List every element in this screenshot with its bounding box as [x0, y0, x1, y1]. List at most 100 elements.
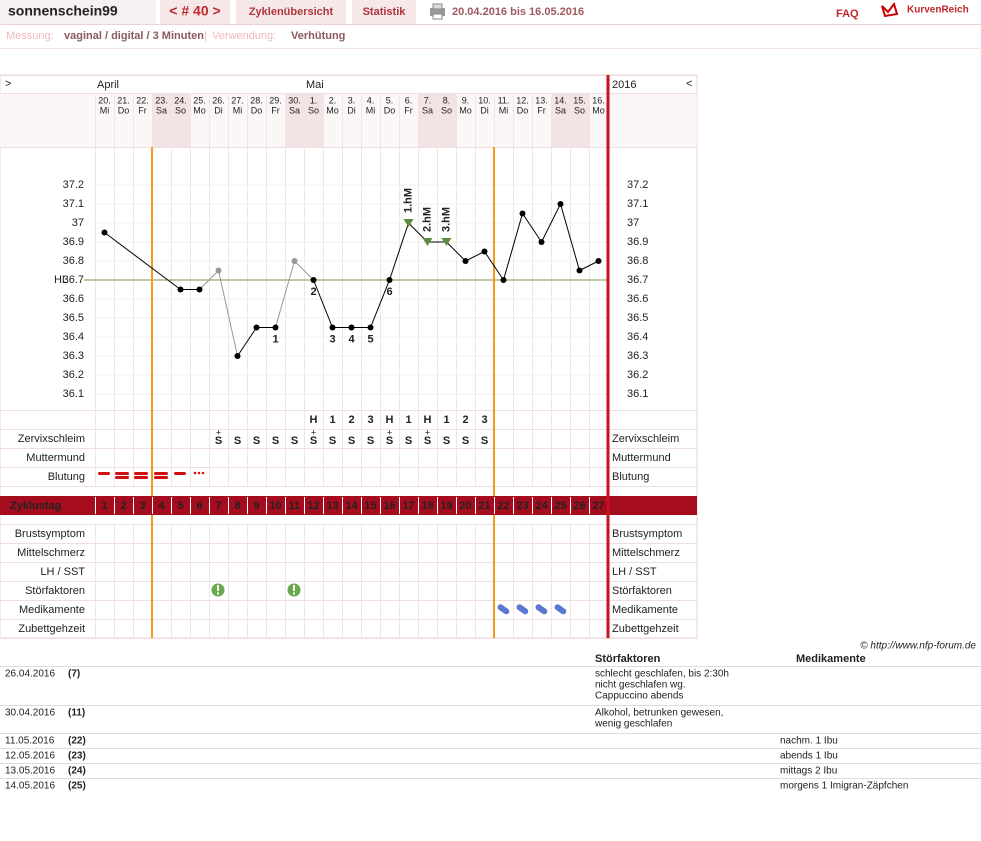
weekday-label: Fr [271, 105, 280, 115]
temp-segment [484, 251, 504, 281]
date-label: 20. [98, 95, 111, 105]
date-label: 11. [498, 95, 510, 105]
y-tick-label: 36.8 [63, 255, 84, 267]
note-date: 26.04.2016 [5, 669, 55, 680]
mucus-plus: + [425, 427, 430, 437]
tab[interactable] [352, 0, 416, 24]
note-day: (23) [68, 751, 86, 762]
y-tick-label: 36.4 [63, 331, 84, 343]
date-label: 8. [443, 95, 451, 105]
temp-point [576, 267, 583, 274]
mucus-mark: S [443, 435, 450, 447]
date-label: 28. [250, 95, 263, 105]
weekday-label: Mo [592, 105, 605, 115]
bleeding-icons [98, 471, 205, 479]
y-tick-label: 36.3 [63, 350, 84, 362]
temp-point [557, 201, 564, 207]
peak-mark: H [386, 414, 394, 426]
mucus-mark: S [481, 435, 488, 447]
nav-tab[interactable] [160, 0, 230, 24]
cycle-day: 10 [269, 500, 281, 512]
date-label: 27. [231, 95, 244, 105]
temp-point [500, 277, 507, 283]
y-tick-label: 37 [72, 217, 84, 229]
temp-point [595, 258, 602, 264]
temp-point [462, 258, 469, 264]
weekday-label: Do [251, 105, 263, 115]
row-label: Blutung [48, 471, 85, 483]
row-label: Störfaktoren [25, 585, 85, 597]
y-tick-label: 37.1 [627, 198, 648, 210]
cycle-day: 7 [215, 500, 221, 512]
notes-header: Störfaktoren [595, 653, 661, 665]
measure-label: Messung: [6, 30, 54, 42]
y-tick-label: 36.2 [63, 369, 84, 381]
temp-segment [199, 270, 219, 290]
y-tick-label: 36.1 [63, 388, 84, 400]
use-label: Verwendung: [212, 30, 276, 42]
y-tick-label: 36.8 [627, 255, 648, 267]
temp-point [310, 277, 317, 283]
date-label: 4. [367, 95, 375, 105]
hm-label: 1.hM [402, 188, 414, 213]
row-label: Brustsymptom [15, 528, 85, 540]
cycle-day: 26 [573, 500, 585, 512]
temp-point [272, 324, 279, 331]
date-label: 1. [310, 95, 318, 105]
row-label: Mittelschmerz [612, 547, 680, 559]
peak-mark: 1 [443, 414, 449, 426]
y-tick-label: 36.3 [627, 350, 648, 362]
temp-point [386, 277, 393, 283]
tab-label[interactable]: Zyklenübersicht [249, 6, 334, 18]
nav-next[interactable]: < [686, 78, 692, 90]
weekend-shade [171, 93, 190, 147]
mucus-mark: S [348, 435, 355, 447]
temp-point [215, 267, 222, 274]
note-medication: mittags 2 Ibu [780, 766, 837, 777]
date-label: 12. [516, 95, 529, 105]
cycle-day: 18 [421, 500, 433, 512]
y-tick-label: 36.7 [627, 274, 648, 286]
hm-label: 2.hM [421, 207, 433, 232]
separator: | [204, 30, 207, 42]
faq-link[interactable]: FAQ [836, 8, 859, 20]
cycle-day: 25 [554, 500, 566, 512]
month-label: Mai [306, 79, 324, 91]
pill-icons [497, 604, 567, 615]
cycle-day: 5 [177, 500, 183, 512]
weekday-label: Di [480, 105, 489, 115]
mucus-mark: S [310, 435, 317, 447]
weekday-label: Sa [289, 105, 300, 115]
cycle-nav[interactable]: < # 40 > [169, 3, 220, 19]
date-label: 24. [174, 95, 187, 105]
temp-point [367, 324, 374, 331]
nav-prev[interactable]: > [5, 78, 11, 90]
date-label: 21. [117, 95, 130, 105]
print-icon[interactable] [430, 3, 445, 20]
note-disturbance: Cappuccino abends [595, 691, 683, 702]
note-day: (22) [68, 736, 86, 747]
y-tick-label: 36.9 [63, 236, 84, 248]
weekday-label: Mo [459, 105, 472, 115]
mucus-mark: S [291, 435, 298, 447]
note-date: 13.05.2016 [5, 766, 55, 777]
weekend-shade [285, 93, 304, 147]
tab-label[interactable]: Statistik [363, 6, 407, 18]
date-label: 26. [212, 95, 225, 105]
tab[interactable] [236, 0, 346, 24]
peak-mark: 3 [481, 414, 487, 426]
cycle-day: 11 [289, 500, 301, 512]
temp-segment [465, 251, 485, 262]
note-day: (11) [68, 708, 85, 719]
temp-segment [579, 260, 599, 271]
use: Verhütung [291, 30, 345, 42]
date-label: 25. [193, 95, 206, 105]
temp-point [101, 229, 108, 236]
weekday-label: Fr [537, 105, 546, 115]
hm-marker [403, 219, 414, 227]
weekend-shade [437, 93, 456, 147]
weekday-label: Mo [193, 105, 206, 115]
mucus-mark: S [234, 435, 241, 447]
cycle-day: 2 [120, 500, 126, 512]
peak-mark: 3 [367, 414, 373, 426]
